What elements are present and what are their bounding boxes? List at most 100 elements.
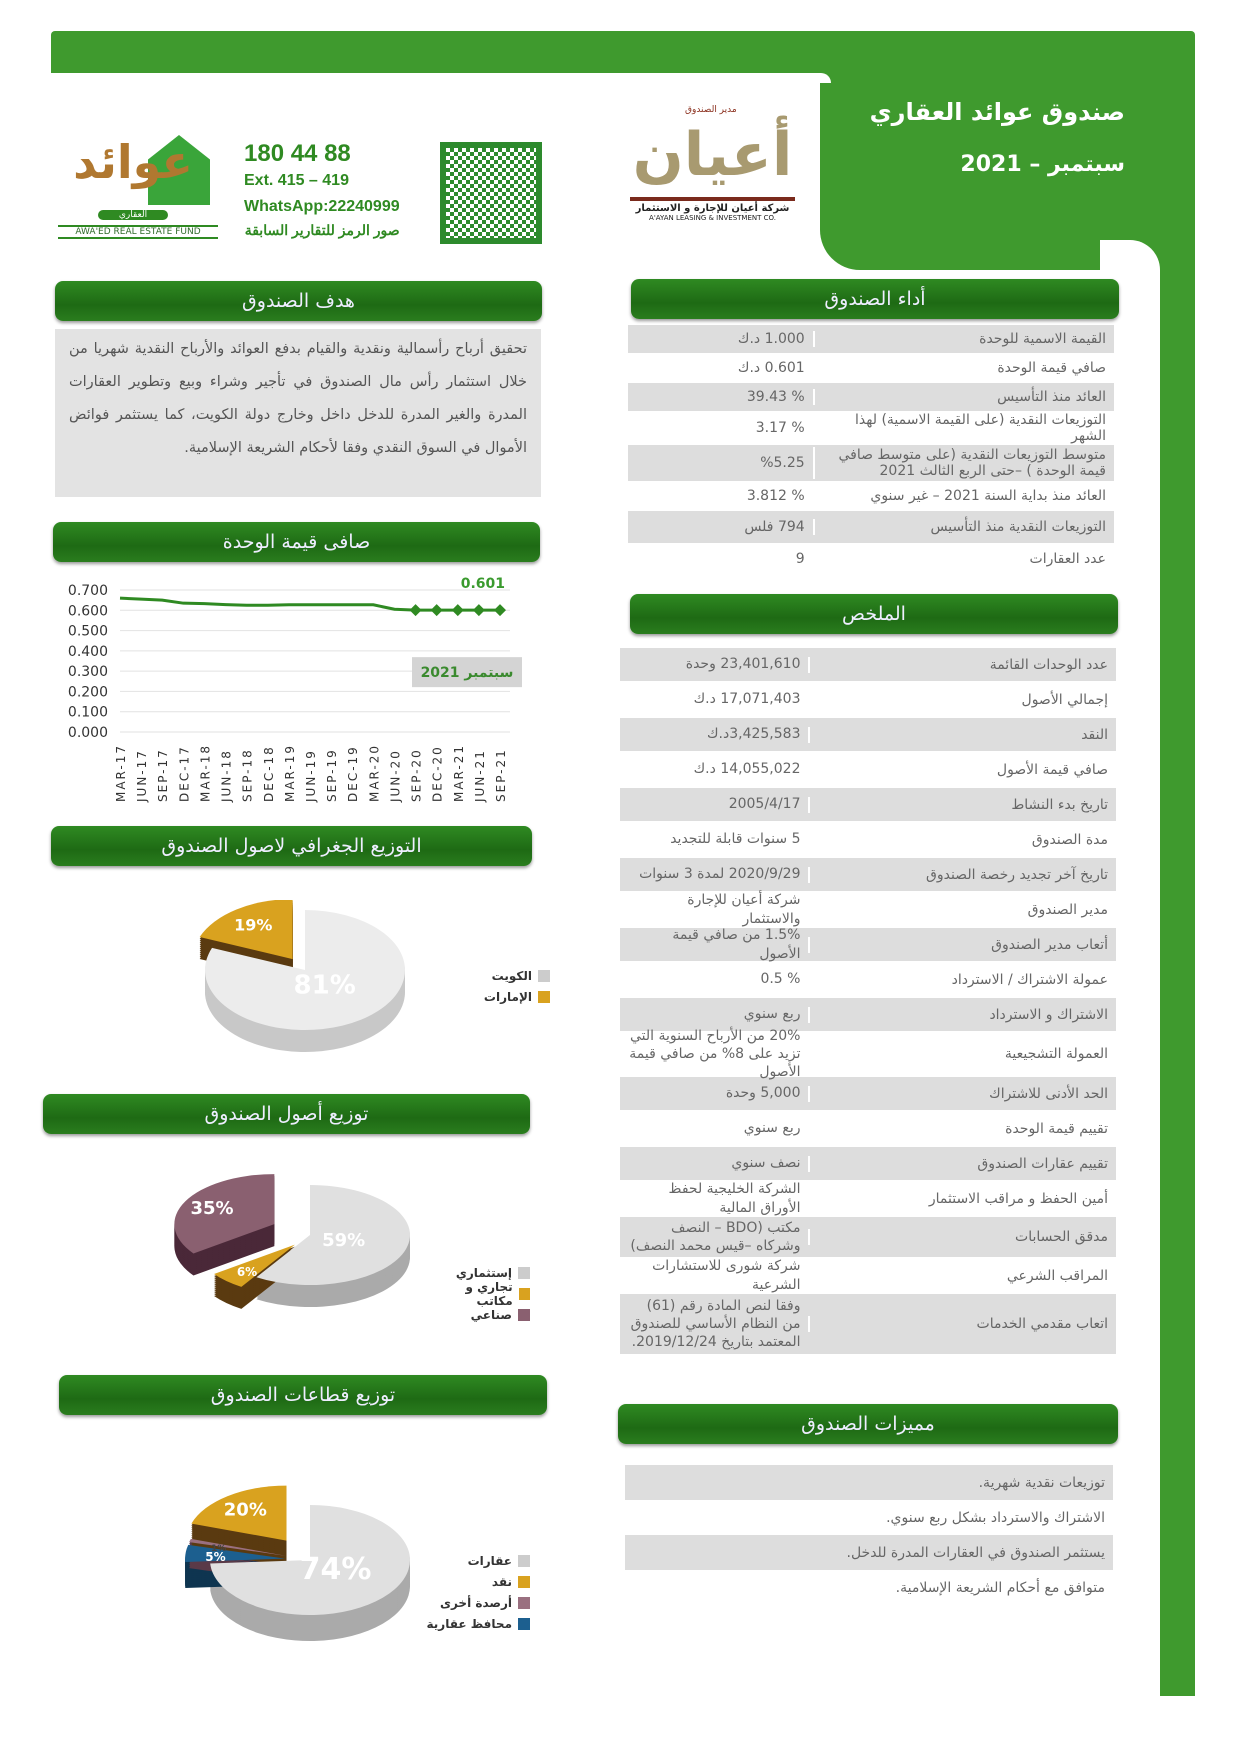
data-point [494,604,506,617]
row-label: تقييم قيمة الوحدة [808,1120,1116,1137]
report-date: سبتمبر – 2021 [960,152,1125,177]
table-row: الاشتراك و الاسترداد ربع سنوي [620,998,1116,1031]
row-value: 3,425,583د.ك [706,726,801,743]
table-row: عمولة الاشتراك / الاسترداد % 0.5 [620,963,1116,996]
table-row: مدير الصندوق شركة أعيان للإجارة والاستثما… [620,892,1116,927]
legend-label: إستثماري [455,1265,512,1280]
row-value: شركة أعيان للإجارة والاستثمار [687,892,801,927]
date-badge [412,657,522,688]
data-point [409,604,422,617]
legend-swatch [518,1617,530,1630]
row-label: أمين الحفظ و مراقب الاستثمار [808,1190,1116,1207]
row-value: 23,401,610 وحدة [685,656,801,673]
pie-data-label: 81% [294,970,356,1000]
row-value: 794 فلس [744,518,805,535]
phone-ext: Ext. 415 – 419 [244,172,349,189]
legend-swatch [538,990,550,1003]
legend-swatch [518,1554,530,1567]
x-tick-label: JUN-19 [304,749,318,803]
table-row: تقييم عقارات الصندوق نصف سنوي [620,1147,1116,1180]
pie-slices [174,1174,411,1309]
row-label: النقد [808,726,1116,743]
nav-chart-header: صافى قيمة الوحدة [53,522,540,562]
feature-text: توزيعات نقدية شهرية. [978,1474,1105,1491]
last-value-label: 0.601 [461,576,505,592]
legend-item: الكويت [470,965,550,986]
legend-swatch [518,1308,530,1321]
feature-item: متوافق مع أحكام الشريعة الإسلامية. [625,1570,1113,1605]
feature-item: يستثمر الصندوق في العقارات المدرة للدخل. [625,1535,1113,1570]
feature-text: يستثمر الصندوق في العقارات المدرة للدخل. [846,1544,1106,1561]
row-value: وفقا لنص المادة رقم (61) من النظام الأسا… [630,1297,801,1351]
table-row: الحد الأدنى للاشتراك 5,000 وحدة [620,1077,1116,1110]
table-row: التوزيعات النقدية (على القيمة الاسمية) ل… [628,412,1114,444]
objective-text: تحقيق أرباح رأسمالية ونقدية والقيام بدفع… [55,329,541,497]
table-row: التوزيعات النقدية منذ التأسيس 794 فلس [628,511,1114,543]
contact-block: 180 44 88 Ext. 415 – 419 WhatsApp:222409… [244,140,400,239]
table-row: تاريخ بدء النشاط 2005/4/17 [620,788,1116,821]
row-label: عمولة الاشتراك / الاسترداد [808,971,1116,988]
pie-slice [174,1174,275,1254]
pie-slice [191,1485,287,1541]
y-tick-label: 0.000 [68,725,108,741]
x-tick-label: JUN-17 [135,749,149,803]
legend-swatch [538,969,550,982]
x-tick-label: SEP-17 [156,748,170,802]
legend-label: أرصدة أخرى [439,1595,512,1610]
table-row: متوسط التوزيعات النقدية (على متوسط صافي … [628,445,1114,481]
fund-title: صندوق عوائد العقاري [869,98,1125,126]
performance-table: القيمة الاسمية للوحدة 1.000 د.ك صافي قيمة … [628,325,1114,575]
table-row: مدقق الحسابات مكتب (BDO – النصف وشركاه –ق… [620,1217,1116,1257]
row-value: 1.5% من صافي قيمة الأصول [672,927,801,962]
whatsapp-number[interactable]: WhatsApp:22240999 [244,198,400,215]
row-value: الشركة الخليجية لحفظ الأوراق المالية [668,1181,801,1216]
legend-swatch [518,1266,530,1279]
row-value: ربع سنوي [743,1006,801,1023]
legend-label: تجاري و مكاتب [465,1279,513,1308]
feature-item: الاشتراك والاسترداد بشكل ربع سنوي. [625,1500,1113,1535]
row-value: 1.000 د.ك [737,330,805,347]
x-tick-label: SEP-18 [241,748,255,802]
x-tick-label: DEC-19 [346,745,360,802]
legend-item: تجاري و مكاتب [430,1280,530,1308]
row-value: 0.601 د.ك [737,359,805,376]
row-value: % 3.17 [755,419,805,436]
row-label: العائد منذ بداية السنة 2021 – غير سنوي [812,488,1114,504]
row-value: 14,055,022 د.ك [693,761,801,778]
table-row: أتعاب مدير الصندوق 1.5% من صافي قيمة الأص… [620,927,1116,962]
sectors-pie-chart: 74% 5%1% 20% [185,1485,410,1641]
phone-number[interactable]: 180 44 88 [244,140,351,167]
summary-table: عدد الوحدات القائمة 23,401,610 وحدة إجمالي… [620,648,1116,1356]
pie-slices [199,900,405,1052]
x-tick-label: MAR-18 [198,744,212,802]
manager-name-ar: شركة أعيان للإجارة و الاستثمار [635,203,790,214]
nav-line [119,596,500,612]
y-tick-label: 0.200 [68,684,108,700]
row-label: الحد الأدنى للاشتراك [808,1085,1116,1102]
feature-text: الاشتراك والاسترداد بشكل ربع سنوي. [886,1509,1105,1526]
pie-slice [256,1185,410,1285]
x-tick-label: MAR-19 [283,744,297,802]
manager-name-en: A'AYAN LEASING & INVESTMENT CO. [649,214,776,222]
data-point [472,604,485,617]
qr-code[interactable] [440,142,542,244]
objective-header: هدف الصندوق [55,281,542,321]
right-stripe [1160,260,1195,1696]
legend-label: محافظ عقارية [426,1616,513,1631]
manager-tag: مدير الصندوق [685,105,737,115]
row-label: أتعاب مدير الصندوق [808,936,1116,953]
table-row: صافي قيمة الأصول 14,055,022 د.ك [620,753,1116,786]
legend-item: عقارات [420,1550,530,1571]
pie-slice [189,1538,286,1556]
row-value: %5.25 [760,454,805,471]
fund-logo-en: AWA'ED REAL ESTATE FUND [58,225,218,239]
legend-label: عقارات [467,1553,512,1568]
table-row: النقد 3,425,583د.ك [620,718,1116,751]
y-tick-label: 0.100 [68,705,108,721]
row-label: العائد منذ التأسيس [812,389,1114,405]
table-row: عدد الوحدات القائمة 23,401,610 وحدة [620,648,1116,681]
fund-logo: عوائد العقاري AWA'ED REAL ESTATE FUND [58,90,218,242]
geo-pie-chart: 81% 19% [199,900,405,1052]
pie-data-label: 5% [205,1550,225,1564]
pie-data-label: 19% [234,915,272,934]
